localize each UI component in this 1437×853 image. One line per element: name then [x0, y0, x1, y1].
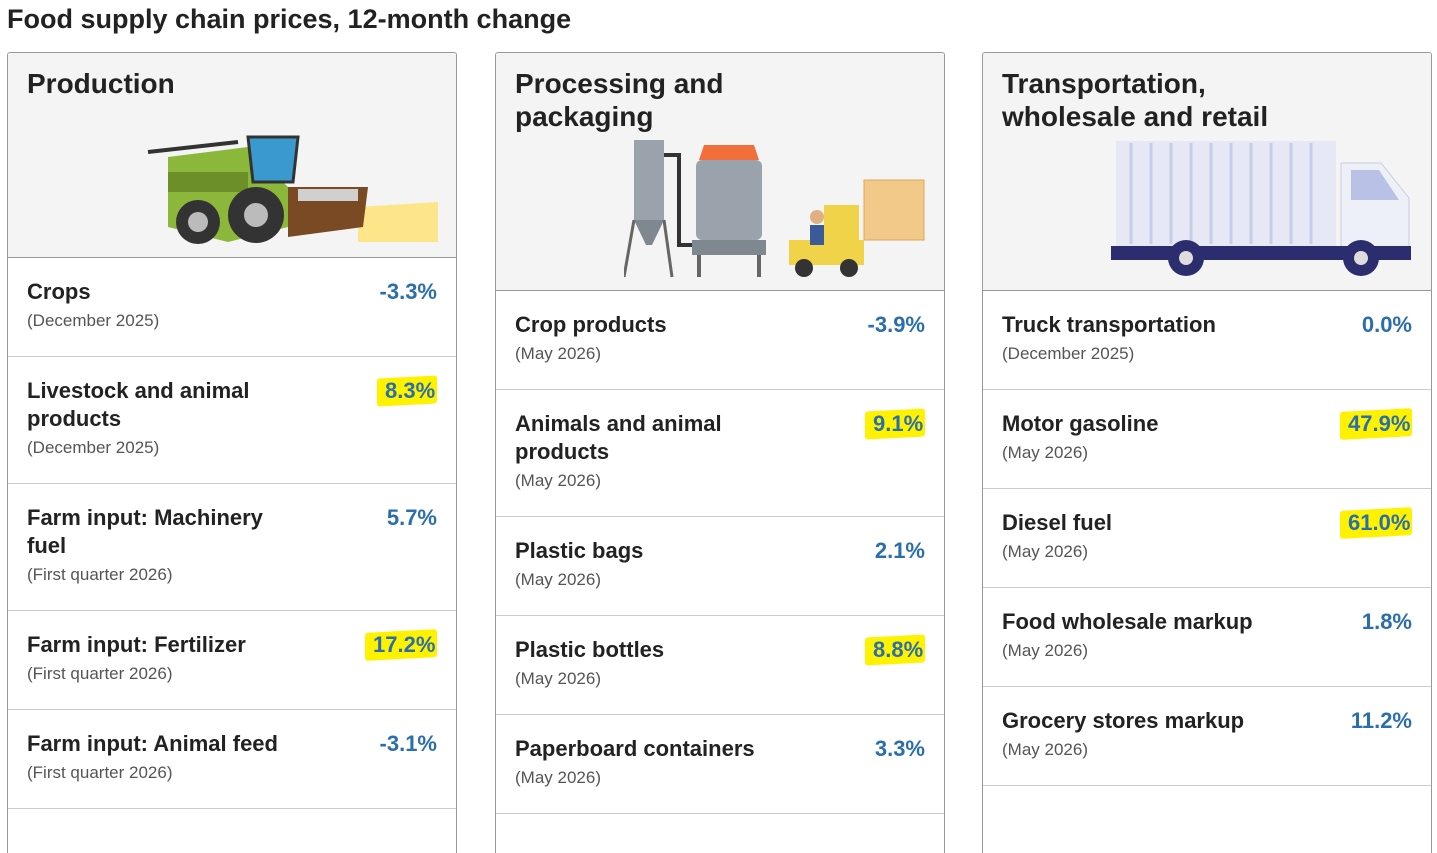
item-value-box: 17.2%	[364, 629, 437, 661]
highlight: 17.2%	[364, 629, 437, 661]
item-value: 2.1%	[874, 538, 925, 563]
item-name: Farm input: Animal feed	[27, 731, 278, 756]
column-header: Transportation, wholesale and retail	[983, 53, 1431, 291]
item-row: Crop products (May 2026) -3.9%	[496, 291, 944, 390]
item-value-box: -3.9%	[868, 311, 925, 339]
item-value: 3.3%	[874, 736, 925, 761]
item-period: (First quarter 2026)	[27, 763, 173, 782]
item-name: Crops	[27, 279, 91, 304]
item-list: Truck transportation (December 2025) 0.0% M…	[983, 291, 1431, 786]
item-period: (May 2026)	[515, 570, 601, 589]
highlight: 8.3%	[376, 375, 437, 407]
page-title: Food supply chain prices, 12-month chang…	[7, 4, 572, 34]
column: Transportation, wholesale and retail Tru…	[982, 52, 1432, 853]
harvester-illustration	[147, 135, 438, 244]
item-value-box: 47.9%	[1339, 408, 1412, 440]
item-name: Diesel fuel	[1002, 510, 1113, 535]
item-value-box: 11.2%	[1351, 707, 1412, 735]
item-value: -3.3%	[379, 279, 437, 304]
item-period: (May 2026)	[1002, 740, 1088, 759]
item-name: Motor gasoline	[1002, 411, 1159, 436]
column-heading: Processing and packaging	[515, 68, 724, 132]
item-row: Animals and animal products (May 2026) 9.1…	[496, 390, 944, 517]
item-value-box: 3.3%	[875, 735, 925, 763]
item-name: Truck transportation	[1002, 312, 1216, 337]
column-heading: Production	[27, 68, 175, 99]
item-list: Crops (December 2025) -3.3% Livestock and a…	[8, 258, 456, 809]
page: Food supply chain prices, 12-month chang…	[7, 4, 1432, 853]
item-value-box: 0.0%	[1362, 311, 1412, 339]
highlight: 61.0%	[1339, 507, 1412, 539]
item-row: Farm input: Animal feed (First quarter 20…	[8, 710, 456, 809]
item-period: (December 2025)	[1002, 344, 1135, 363]
item-row: Truck transportation (December 2025) 0.0%	[983, 291, 1431, 390]
item-period: (May 2026)	[1002, 443, 1088, 462]
item-name: Plastic bottles	[515, 637, 665, 662]
item-value-box: 61.0%	[1339, 507, 1412, 539]
item-value: -3.1%	[379, 731, 437, 756]
item-list: Crop products (May 2026) -3.9% Animals and …	[496, 291, 944, 814]
item-value-box: 9.1%	[864, 408, 925, 440]
item-row: Plastic bottles (May 2026) 8.8%	[496, 616, 944, 715]
item-name: Grocery stores markup	[1002, 708, 1245, 733]
item-value-box: 2.1%	[875, 537, 925, 565]
item-value: 47.9%	[1347, 410, 1410, 436]
item-value: 0.0%	[1361, 312, 1412, 337]
item-value: 17.2%	[372, 631, 435, 657]
processing-illustration	[624, 140, 925, 278]
item-value: 1.8%	[1361, 609, 1412, 634]
item-value-box: 8.8%	[864, 634, 925, 666]
item-name: Farm input: Machinery fuel	[27, 505, 263, 558]
item-name: Food wholesale markup	[1002, 609, 1253, 634]
column-header: Production	[8, 53, 456, 258]
item-row: Grocery stores markup (May 2026) 11.2%	[983, 687, 1431, 786]
item-row: Farm input: Machinery fuel (First quarter…	[8, 484, 456, 611]
item-period: (May 2026)	[515, 768, 601, 787]
item-period: (May 2026)	[515, 471, 601, 490]
item-value: 61.0%	[1347, 509, 1410, 535]
column: Production Crops (December 2025) -3.3% Live…	[7, 52, 457, 853]
item-value: 11.2%	[1350, 708, 1412, 733]
item-value-box: -3.1%	[380, 730, 437, 758]
item-period: (First quarter 2026)	[27, 664, 173, 683]
item-name: Plastic bags	[515, 538, 644, 563]
item-row: Paperboard containers (May 2026) 3.3%	[496, 715, 944, 814]
item-row: Livestock and animal products (December 2…	[8, 357, 456, 484]
item-row: Crops (December 2025) -3.3%	[8, 258, 456, 357]
item-name: Animals and animal products	[515, 411, 722, 464]
highlight: 9.1%	[864, 408, 925, 440]
item-period: (December 2025)	[27, 438, 160, 457]
truck-illustration	[1111, 141, 1411, 276]
item-value-box: 1.8%	[1362, 608, 1412, 636]
item-value: 8.3%	[384, 377, 435, 403]
column-heading: Transportation, wholesale and retail	[1002, 68, 1269, 132]
item-name: Crop products	[515, 312, 667, 337]
highlight: 8.8%	[864, 634, 925, 666]
item-value: -3.9%	[867, 312, 925, 337]
item-period: (May 2026)	[1002, 641, 1088, 660]
item-name: Livestock and animal products	[27, 378, 250, 431]
item-row: Diesel fuel (May 2026) 61.0%	[983, 489, 1431, 588]
column: Processing and packaging Crop products (M…	[495, 52, 945, 853]
item-name: Farm input: Fertilizer	[27, 632, 246, 657]
item-value: 8.8%	[872, 636, 923, 662]
item-value: 5.7%	[386, 505, 437, 530]
item-name: Paperboard containers	[515, 736, 755, 761]
item-period: (May 2026)	[1002, 542, 1088, 561]
item-row: Plastic bags (May 2026) 2.1%	[496, 517, 944, 616]
item-value-box: 8.3%	[376, 375, 437, 407]
item-period: (May 2026)	[515, 669, 601, 688]
item-period: (May 2026)	[515, 344, 601, 363]
item-value-box: 5.7%	[387, 504, 437, 532]
item-row: Food wholesale markup (May 2026) 1.8%	[983, 588, 1431, 687]
item-period: (December 2025)	[27, 311, 160, 330]
item-row: Motor gasoline (May 2026) 47.9%	[983, 390, 1431, 489]
item-period: (First quarter 2026)	[27, 565, 173, 584]
item-row: Farm input: Fertilizer (First quarter 202…	[8, 611, 456, 710]
highlight: 47.9%	[1339, 408, 1412, 440]
column-header: Processing and packaging	[496, 53, 944, 291]
item-value: 9.1%	[872, 410, 923, 436]
item-value-box: -3.3%	[380, 278, 437, 306]
